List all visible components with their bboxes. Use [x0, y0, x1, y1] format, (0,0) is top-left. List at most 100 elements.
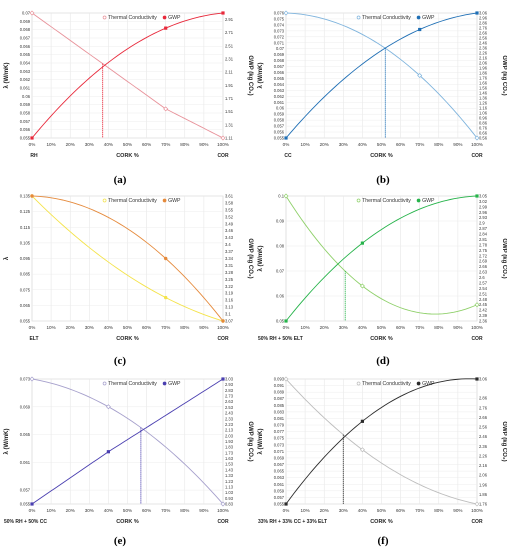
x-tick-label: 100%: [217, 508, 229, 513]
legend-entry: Thermal Conductivity: [362, 198, 411, 204]
x-tick-label: 30%: [339, 142, 348, 147]
y-tick-label: 0.06: [276, 294, 285, 299]
y2-tick-label: 2.43: [225, 411, 234, 416]
x-tick-label: 100%: [471, 142, 483, 147]
y2-tick-label: 2.69: [479, 259, 488, 264]
x-tick-label: 20%: [66, 142, 75, 147]
y2-tick-label: 2.83: [225, 388, 234, 393]
x-tick-label: 0%: [29, 325, 36, 330]
y-tick-label: 0.073: [274, 28, 285, 33]
y-tick-label: 0.072: [274, 34, 285, 39]
y2-tick-label: 1.31: [225, 122, 234, 127]
y-tick-label: 0.061: [274, 100, 285, 105]
panel-label: (f): [377, 535, 389, 547]
y2-tick-label: 2.16: [479, 56, 488, 61]
y-tick-label: 0.068: [20, 27, 31, 32]
y-tick-label: 0.055: [20, 319, 31, 324]
x-tick-label: 50%: [123, 508, 132, 513]
y2-tick-label: 2.36: [479, 319, 488, 324]
x-tick-label: 10%: [46, 325, 55, 330]
y2-tick-label: 3.52: [225, 214, 234, 219]
y2-tick-label: 2.13: [225, 428, 234, 433]
y2-tick-label: 1.36: [479, 96, 488, 101]
y2-tick-label: 3.46: [225, 228, 234, 233]
y2-tick-label: 1.66: [479, 81, 488, 86]
y-tick-label: 0.07: [22, 11, 31, 16]
y-tick-label: 0.063: [274, 88, 285, 93]
y2-tick-label: 1.51: [225, 109, 234, 114]
y2-tick-label: 3.03: [225, 377, 234, 382]
x-tick-label: 30%: [339, 325, 348, 330]
left-category-label: CC: [284, 153, 292, 159]
y-axis-title: λ (W/mK): [258, 246, 264, 272]
legend-entry: Thermal Conductivity: [108, 381, 157, 387]
y2-tick-label: 3.43: [225, 235, 234, 240]
data-point: [284, 319, 288, 323]
series-line-gwp: [285, 12, 478, 139]
y2-tick-label: 2.39: [479, 313, 488, 318]
x-tick-label: 50%: [377, 325, 386, 330]
left-category-label: 50% RH + 50% CC: [4, 519, 47, 525]
y-tick-label: 0.073: [274, 442, 285, 447]
y2-tick-label: 1.53: [225, 462, 234, 467]
y2-tick-label: 2.71: [225, 30, 234, 35]
y-tick-label: 0.081: [274, 416, 285, 421]
y2-tick-label: 2.93: [479, 215, 488, 220]
y-tick-label: 0.061: [20, 460, 31, 465]
right-category-label: COR: [217, 519, 229, 525]
y2-tick-label: 2.53: [225, 405, 234, 410]
y-axis-title: λ (W/mK): [258, 63, 264, 89]
x-tick-label: 90%: [199, 142, 208, 147]
x-tick-label: 50%: [377, 142, 386, 147]
y-tick-label: 0.055: [274, 136, 285, 141]
legend-entry: Thermal Conductivity: [362, 381, 411, 387]
x-tick-label: 70%: [415, 508, 424, 513]
x-axis-title: CORK %: [370, 519, 393, 525]
y2-tick-label: 1.46: [479, 91, 488, 96]
legend-entry: GWP: [422, 198, 435, 204]
data-point: [283, 193, 289, 199]
panel-label: (e): [113, 535, 127, 547]
series-line-gwp: [285, 195, 478, 322]
data-point: [105, 404, 111, 410]
x-tick-label: 10%: [300, 508, 309, 513]
y-tick-label: 0.062: [20, 77, 31, 82]
y2-tick-label: 3.34: [225, 256, 234, 261]
y2-tick-label: 2.54: [479, 286, 488, 291]
y-tick-label: 0.075: [20, 287, 31, 292]
x-tick-label: 80%: [180, 508, 189, 513]
y-tick-label: 0.065: [274, 76, 285, 81]
y-tick-label: 0.079: [274, 423, 285, 428]
y-tick-label: 0.057: [20, 119, 31, 124]
x-tick-label: 40%: [104, 325, 113, 330]
y2-tick-label: 1.83: [225, 445, 234, 450]
y2-tick-label: 2.11: [225, 70, 233, 75]
y2-tick-label: 2.63: [225, 399, 234, 404]
series-line-thermal-conductivity: [31, 12, 224, 139]
y-tick-label: 0.07: [276, 46, 285, 51]
x-tick-label: 30%: [85, 508, 94, 513]
y-tick-label: 0.05: [276, 319, 285, 324]
y-tick-label: 0.057: [274, 124, 285, 129]
x-tick-label: 70%: [161, 508, 170, 513]
right-category-label: COR: [471, 153, 483, 159]
chart-panel-4: 0.10.090.080.070.060.053.053.022.992.962…: [258, 193, 507, 343]
legend-entry: Thermal Conductivity: [362, 15, 411, 21]
x-tick-label: 20%: [66, 508, 75, 513]
y-tick-label: 0.074: [274, 22, 285, 27]
y-tick-label: 0.065: [20, 303, 31, 308]
y-tick-label: 0.065: [20, 52, 31, 57]
y2-tick-label: 2.72: [479, 253, 488, 258]
series-line-gwp: [31, 378, 224, 505]
y2-tick-label: 2.86: [479, 21, 488, 26]
y2-axis-title: GWP (kg CO₂): [247, 55, 253, 95]
legend-entry: GWP: [168, 198, 181, 204]
legend-marker: [102, 15, 107, 20]
data-point: [474, 135, 480, 141]
y-tick-label: 0.067: [274, 462, 285, 467]
y-tick-label: 0.055: [274, 502, 285, 507]
x-tick-label: 50%: [123, 142, 132, 147]
x-axis-title: CORK %: [370, 336, 393, 342]
data-point: [163, 106, 169, 112]
x-tick-label: 70%: [415, 142, 424, 147]
